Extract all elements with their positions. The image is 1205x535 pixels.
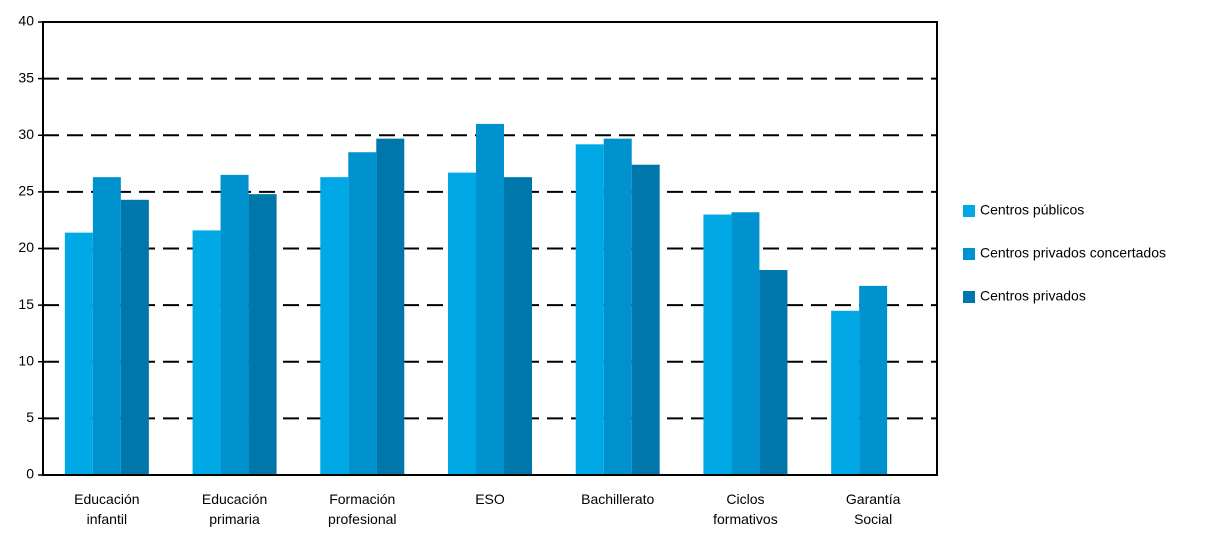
bar [220, 174, 249, 475]
legend-label: Centros públicos [980, 202, 1084, 218]
legend-label: Centros privados concertados [980, 245, 1166, 261]
bar [320, 177, 349, 475]
y-tick-label: 15 [18, 296, 34, 312]
legend-label: Centros privados [980, 288, 1086, 304]
x-tick-label: ESO [475, 491, 505, 507]
bar [859, 285, 888, 475]
y-tick-label: 25 [18, 183, 34, 199]
bar [504, 177, 532, 475]
bar [64, 232, 93, 475]
legend-swatch [963, 205, 975, 217]
y-tick-label: 5 [26, 409, 34, 425]
y-tick-label: 35 [18, 69, 34, 85]
bar [631, 164, 660, 475]
x-tick-label: Garantía Social [845, 491, 901, 527]
bar [376, 138, 405, 475]
legend-swatch [963, 291, 975, 303]
y-tick-label: 0 [26, 466, 34, 482]
y-tick-label: 10 [18, 352, 34, 368]
x-tick-label: Educación infantil [74, 491, 140, 527]
legend-swatch [963, 248, 975, 260]
bar [759, 270, 788, 475]
x-tick-label: Ciclos formativos [713, 491, 778, 527]
bar [575, 144, 604, 475]
x-tick-label: Bachillerato [581, 491, 655, 507]
plot-frame [42, 21, 938, 476]
y-tick-label: 40 [18, 13, 34, 29]
bar [731, 212, 760, 475]
bar [476, 123, 504, 476]
bar [92, 177, 121, 475]
x-tick-label: Formación profesional [328, 491, 397, 527]
bar [703, 214, 732, 475]
bar [192, 230, 221, 475]
x-tick-label: Educación primaria [201, 491, 268, 527]
y-tick-label: 20 [18, 239, 34, 255]
bar [120, 199, 149, 476]
bar [448, 172, 476, 475]
bar [831, 310, 860, 475]
bar [248, 194, 277, 475]
bar [603, 138, 632, 475]
bar [348, 152, 377, 476]
y-tick-label: 30 [18, 126, 34, 142]
